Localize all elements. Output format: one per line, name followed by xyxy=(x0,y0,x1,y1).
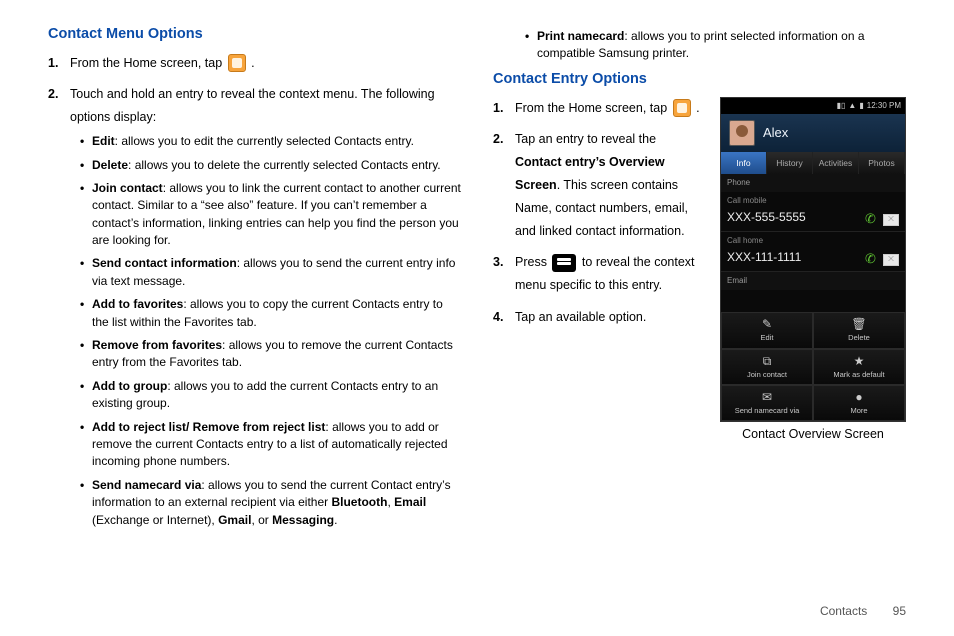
message-icon[interactable] xyxy=(883,254,899,266)
phone-row-home[interactable]: Call home XXX-111-1111 ✆ xyxy=(721,232,905,272)
option-reject-list: Add to reject list/ Remove from reject l… xyxy=(92,419,461,471)
entry-step-3: 3. Press to reveal the context menu spec… xyxy=(515,251,706,297)
phone-row-mobile[interactable]: Call mobile XXX-555-5555 ✆ xyxy=(721,192,905,232)
step-number: 4. xyxy=(493,306,503,329)
section-title-contact-entry: Contact Entry Options xyxy=(493,69,906,91)
left-column: Contact Menu Options 1. From the Home sc… xyxy=(48,24,461,537)
phone-mockup-block: ▮▯ ▲ ▮ 12:30 PM Alex Info History Activi… xyxy=(720,97,906,444)
footer-page-number: 95 xyxy=(893,604,906,618)
contact-header: Alex xyxy=(721,114,905,152)
footer-section: Contacts xyxy=(820,604,867,618)
top-bullet-list: Print namecard: allows you to print sele… xyxy=(493,28,906,63)
action-mark-default[interactable]: ★Mark as default xyxy=(813,349,905,385)
contact-menu-steps: 1. From the Home screen, tap . 2. Touch … xyxy=(48,52,461,529)
step-1-text-a: From the Home screen, tap xyxy=(70,56,226,70)
contact-name: Alex xyxy=(763,123,788,143)
row-value: XXX-111-1111 xyxy=(727,248,865,266)
join-icon: ⧉ xyxy=(724,354,810,368)
step-number: 2. xyxy=(48,83,58,106)
tabs: Info History Activities Photos xyxy=(721,152,905,175)
step-number: 1. xyxy=(493,97,503,120)
action-send-namecard[interactable]: ✉Send namecard via xyxy=(721,385,813,421)
phone-caption: Contact Overview Screen xyxy=(720,425,906,444)
action-more[interactable]: ●More xyxy=(813,385,905,421)
entry-step-3a: Press xyxy=(515,255,550,269)
right-content-wrap: 1. From the Home screen, tap . 2. Tap an… xyxy=(493,97,906,444)
right-text-block: 1. From the Home screen, tap . 2. Tap an… xyxy=(493,97,706,444)
tab-photos[interactable]: Photos xyxy=(859,152,905,175)
call-icon[interactable]: ✆ xyxy=(865,252,879,266)
option-add-to-group: Add to group: allows you to add the curr… xyxy=(92,378,461,413)
status-bar: ▮▯ ▲ ▮ 12:30 PM xyxy=(721,98,905,114)
status-time: 12:30 PM xyxy=(867,100,901,112)
step-number: 3. xyxy=(493,251,503,274)
entry-step-2: 2. Tap an entry to reveal the Contact en… xyxy=(515,128,706,244)
call-icon[interactable]: ✆ xyxy=(865,212,879,226)
email-section-label: Email xyxy=(721,272,905,290)
row-label: Call mobile xyxy=(727,195,865,207)
tab-info[interactable]: Info xyxy=(721,152,767,175)
entry-step-1: 1. From the Home screen, tap . xyxy=(515,97,706,120)
option-remove-from-favorites: Remove from favorites: allows you to rem… xyxy=(92,337,461,372)
tab-activities[interactable]: Activities xyxy=(813,152,859,175)
step-2-text: Touch and hold an entry to reveal the co… xyxy=(70,87,435,124)
phone-section-label: Phone xyxy=(721,174,905,192)
contact-entry-steps: 1. From the Home screen, tap . 2. Tap an… xyxy=(493,97,706,329)
contacts-app-icon xyxy=(228,54,246,72)
entry-step-1a: From the Home screen, tap xyxy=(515,101,671,115)
avatar xyxy=(729,120,755,146)
context-menu-options: Edit: allows you to edit the currently s… xyxy=(70,133,461,529)
contacts-app-icon xyxy=(673,99,691,117)
entry-step-4: 4. Tap an available option. xyxy=(515,306,706,329)
step-2: 2. Touch and hold an entry to reveal the… xyxy=(70,83,461,529)
step-1-text-b: . xyxy=(251,56,254,70)
option-delete: Delete: allows you to delete the current… xyxy=(92,157,461,174)
star-icon: ★ xyxy=(816,354,902,368)
phone-screenshot: ▮▯ ▲ ▮ 12:30 PM Alex Info History Activi… xyxy=(720,97,906,423)
row-label: Call home xyxy=(727,235,865,247)
page-footer: Contacts 95 xyxy=(820,602,906,620)
step-number: 1. xyxy=(48,52,58,75)
option-send-namecard-via: Send namecard via: allows you to send th… xyxy=(92,477,461,529)
action-grid: ✎Edit 🗑Delete ⧉Join contact ★Mark as def… xyxy=(721,312,905,421)
section-title-contact-menu: Contact Menu Options xyxy=(48,24,461,46)
entry-step-2a: Tap an entry to reveal the xyxy=(515,132,656,146)
right-column: Print namecard: allows you to print sele… xyxy=(493,24,906,537)
entry-step-1b: . xyxy=(696,101,699,115)
email-section xyxy=(721,290,905,312)
namecard-icon: ✉ xyxy=(724,390,810,404)
wifi-icon: ▲ xyxy=(848,100,856,112)
delete-icon: 🗑 xyxy=(816,317,902,331)
battery-icon: ▮ xyxy=(859,100,863,112)
message-icon[interactable] xyxy=(883,214,899,226)
step-1: 1. From the Home screen, tap . xyxy=(70,52,461,75)
row-value: XXX-555-5555 xyxy=(727,208,865,226)
action-delete[interactable]: 🗑Delete xyxy=(813,312,905,348)
option-add-to-favorites: Add to favorites: allows you to copy the… xyxy=(92,296,461,331)
option-edit: Edit: allows you to edit the currently s… xyxy=(92,133,461,150)
more-icon: ● xyxy=(816,390,902,404)
edit-icon: ✎ xyxy=(724,317,810,331)
option-print-namecard: Print namecard: allows you to print sele… xyxy=(537,28,906,63)
option-join-contact: Join contact: allows you to link the cur… xyxy=(92,180,461,250)
tab-history[interactable]: History xyxy=(767,152,813,175)
option-send-contact-info: Send contact information: allows you to … xyxy=(92,255,461,290)
entry-step-4-text: Tap an available option. xyxy=(515,310,646,324)
step-number: 2. xyxy=(493,128,503,151)
action-edit[interactable]: ✎Edit xyxy=(721,312,813,348)
page: Contact Menu Options 1. From the Home sc… xyxy=(0,0,954,547)
menu-icon xyxy=(552,254,576,272)
action-join[interactable]: ⧉Join contact xyxy=(721,349,813,385)
signal-icon: ▮▯ xyxy=(837,100,846,112)
